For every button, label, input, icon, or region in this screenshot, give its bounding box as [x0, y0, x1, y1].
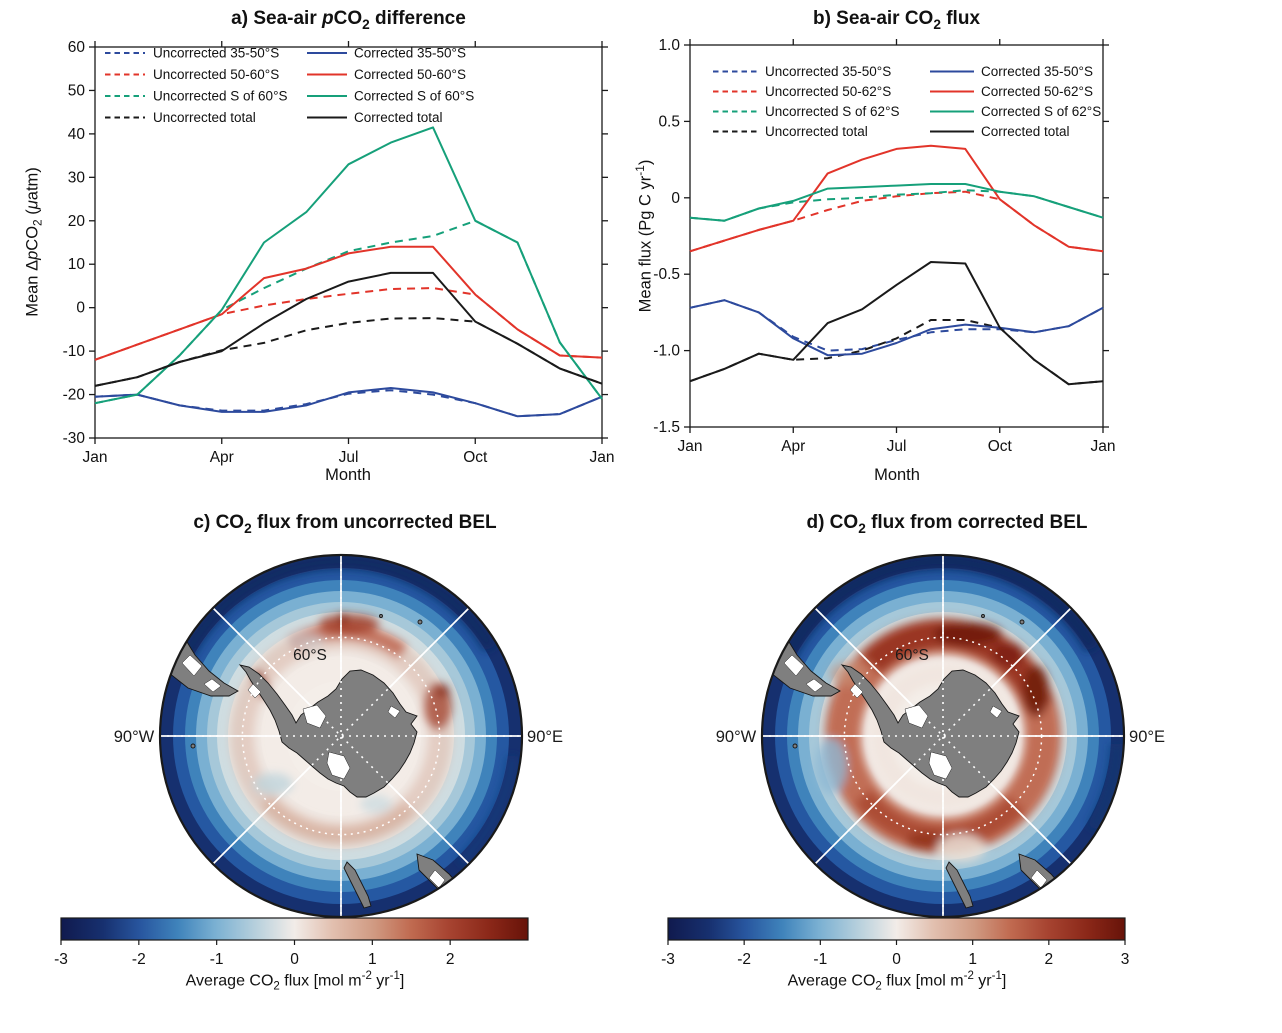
- map-boundary: [760, 553, 1126, 919]
- y-tick-label: 20: [68, 213, 86, 230]
- series-corrected-50-60-s: [94, 245, 603, 361]
- series-uncorrected-total: [689, 319, 1104, 386]
- legend-label-corrected-50-60-s: Corrected 50-60°S: [354, 67, 466, 82]
- y-axis-label-a: Mean ΔpCO2 (μatm): [23, 167, 45, 317]
- colorbar-tick-label: -3: [54, 951, 68, 968]
- legend-label-uncorrected-s-of-62-s: Uncorrected S of 62°S: [765, 104, 899, 119]
- y-tick-label: 60: [68, 39, 86, 56]
- series-uncorrected-s-of-62-s: [689, 189, 1104, 222]
- map-d: 60°S 90°W 90°E: [716, 553, 1165, 919]
- y-tick-label: -1.5: [653, 419, 680, 436]
- y-tick-label: 0: [671, 190, 680, 207]
- x-tick-label: Jan: [1091, 438, 1116, 455]
- series-corrected-total: [94, 271, 603, 387]
- map-c: 60°S 90°W 90°E: [114, 553, 563, 919]
- legend-label-uncorrected-50-62-s: Uncorrected 50-62°S: [765, 84, 891, 99]
- parallel-60S-circle: [843, 636, 1043, 836]
- series-uncorrected-50-62-s: [689, 190, 1104, 253]
- colorbar-tick-label: 1: [968, 951, 977, 968]
- legend-label-uncorrected-total: Uncorrected total: [153, 110, 256, 125]
- y-tick-label: -0.5: [653, 266, 680, 283]
- colorbar-tick-label: 1: [368, 951, 377, 968]
- x-tick-label: Jan: [678, 438, 703, 455]
- legend-label-corrected-35-50-s: Corrected 35-50°S: [354, 46, 466, 61]
- legend-label-corrected-total: Corrected total: [981, 124, 1070, 139]
- x-tick-label: Jan: [590, 449, 615, 466]
- colorbar-tick-label: 2: [446, 951, 455, 968]
- map-boundary: [158, 553, 524, 919]
- series-corrected-s-of-62-s: [689, 183, 1104, 222]
- colorbar-tick-label: 0: [290, 951, 299, 968]
- meridian-east-label: 90°E: [1129, 728, 1165, 746]
- meridian-west-label: 90°W: [114, 728, 155, 746]
- x-tick-label: Jul: [339, 449, 359, 466]
- colorbar-tick-label: -3: [661, 951, 675, 968]
- x-tick-label: Apr: [210, 449, 234, 466]
- meridian-west-label: 90°W: [716, 728, 757, 746]
- x-tick-label: Jul: [887, 438, 907, 455]
- chart-a: Jan Apr Jul Oct Jan 60 50 40 30 20 10 0 -10 -20 -30 Unc…: [63, 39, 615, 466]
- y-tick-label: 10: [68, 256, 86, 273]
- colorbar-c: -3 -2 -1 0 1 2: [54, 917, 529, 968]
- colorbar-tick-label: -1: [813, 951, 827, 968]
- x-axis-label-b: Month: [874, 466, 920, 484]
- y-tick-label: -1.0: [653, 343, 680, 360]
- chart-b: Jan Apr Jul Oct Jan 1.0 0.5 0 -0.5 -1.0 -1.5 Uncorr…: [653, 37, 1115, 455]
- x-tick-label: Oct: [463, 449, 488, 466]
- colorbar-tick-label: -2: [737, 951, 751, 968]
- title-panel-d: d) CO2 flux from corrected BEL: [806, 512, 1088, 536]
- series-corrected-total: [689, 261, 1104, 386]
- series-corrected-35-50-s: [94, 387, 603, 418]
- y-tick-label: 50: [68, 82, 86, 99]
- legend-label-corrected-s-of-62-s: Corrected S of 62°S: [981, 104, 1101, 119]
- y-tick-label: 1.0: [658, 37, 680, 54]
- y-tick-label: 30: [68, 169, 86, 186]
- series-uncorrected-s-of-60-s: [94, 219, 603, 405]
- plot-frame: [689, 44, 1104, 428]
- legend-label-uncorrected-50-60-s: Uncorrected 50-60°S: [153, 67, 279, 82]
- y-tick-label: -10: [63, 343, 86, 360]
- parallel-60S-circle: [241, 636, 441, 836]
- series-uncorrected-total: [94, 317, 603, 387]
- legend-label-corrected-35-50-s: Corrected 35-50°S: [981, 64, 1093, 79]
- title-panel-c: c) CO2 flux from uncorrected BEL: [193, 512, 497, 536]
- y-axis-label-b: Mean flux (Pg C yr-1): [632, 159, 655, 313]
- series-corrected-35-50-s: [689, 299, 1104, 357]
- legend-label-uncorrected-35-50-s: Uncorrected 35-50°S: [765, 64, 891, 79]
- y-tick-label: 0.5: [658, 113, 680, 130]
- legend-label-uncorrected-35-50-s: Uncorrected 35-50°S: [153, 46, 279, 61]
- plot-frame: [94, 46, 603, 439]
- parallel-label: 60°S: [293, 647, 327, 664]
- series-corrected-s-of-60-s: [94, 126, 603, 405]
- legend-label-corrected-50-62-s: Corrected 50-62°S: [981, 84, 1093, 99]
- y-tick-label: 0: [76, 300, 85, 317]
- colorbar-label-c: Average CO2 flux [mol m-2 yr-1]: [185, 970, 405, 993]
- y-tick-label: -30: [63, 430, 86, 447]
- colorbar-tick-label: 3: [1121, 951, 1130, 968]
- legend-label-corrected-total: Corrected total: [354, 110, 443, 125]
- y-tick-label: -20: [63, 387, 86, 404]
- colorbar-d: -3 -2 -1 0 1 2 3: [661, 917, 1130, 968]
- parallel-label: 60°S: [895, 647, 929, 664]
- title-panel-a: a) Sea-air pCO2 difference: [231, 8, 466, 32]
- x-tick-label: Jan: [83, 449, 108, 466]
- colorbar-tick-label: 0: [892, 951, 901, 968]
- colorbar-label-d: Average CO2 flux [mol m-2 yr-1]: [787, 970, 1007, 993]
- legend-label-corrected-s-of-60-s: Corrected S of 60°S: [354, 89, 474, 104]
- meridian-east-label: 90°E: [527, 728, 563, 746]
- x-tick-label: Apr: [781, 438, 805, 455]
- x-tick-label: Oct: [988, 438, 1013, 455]
- title-panel-b: b) Sea-air CO2 flux: [812, 8, 981, 32]
- y-tick-label: 40: [68, 126, 86, 143]
- legend-label-uncorrected-s-of-60-s: Uncorrected S of 60°S: [153, 89, 287, 104]
- legend-label-uncorrected-total: Uncorrected total: [765, 124, 868, 139]
- colorbar-tick-label: -2: [132, 951, 146, 968]
- x-axis-label-a: Month: [325, 466, 371, 484]
- colorbar-tick-label: -1: [210, 951, 224, 968]
- series-corrected-50-62-s: [689, 144, 1104, 253]
- colorbar-tick-label: 2: [1045, 951, 1054, 968]
